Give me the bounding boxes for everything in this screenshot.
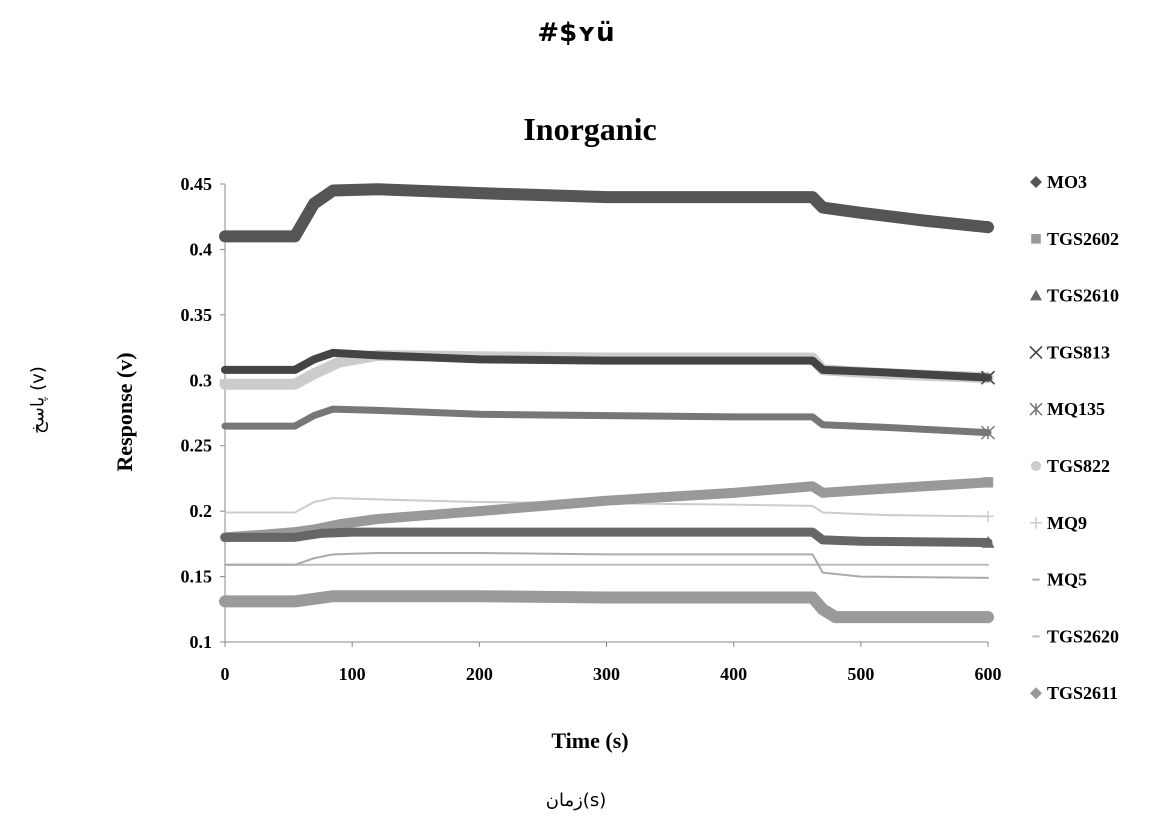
legend-label: MO3 [1047,172,1087,192]
legend-label: TGS813 [1047,342,1110,362]
y-tick-label: 0.1 [190,632,213,652]
series-line-tgs2602 [220,477,993,543]
legend-item-tgs2611: TGS2611 [1030,683,1118,703]
y-tick-label: 0.45 [181,174,213,194]
legend-item-mq5: MQ5 [1032,570,1087,590]
series-line-mq135 [221,405,992,437]
series-end-marker [981,610,995,624]
series-end-marker [980,370,996,385]
x-tick-label: 300 [593,664,620,684]
legend-label: MQ5 [1047,570,1087,590]
series-line-mq5 [224,552,989,579]
legend-label: MQ135 [1047,399,1105,419]
legend-marker [1030,516,1042,529]
legend: MO3 TGS2602 TGS2610 TGS813 MQ135 TGS822 MQ9 MQ5… [1029,172,1119,703]
legend-item-mq135: MQ135 [1029,399,1105,419]
series-line-tgs813 [221,348,992,382]
x-axis-title: Time (s) [551,728,628,753]
series-tgs813 [221,348,996,385]
garbled-header-text: #$ʏü [537,18,615,48]
x-tick-label: 600 [975,664,1002,684]
persian-x-axis-label: زمان(s) [545,790,607,811]
legend-marker [1029,345,1043,359]
series-end-marker [982,510,994,522]
legend-marker [1030,687,1042,700]
y-tick-label: 0.3 [190,370,213,390]
axes-group: 0.1 0.15 0.2 0.25 0.3 0.35 0.4 0.45 0 100 200 300 40… [181,174,1002,684]
x-tick-label: 0 [221,664,230,684]
series-mq135 [221,405,996,440]
legend-item-tgs813: TGS813 [1029,342,1110,362]
legend-marker [1030,289,1042,301]
y-tick-label: 0.4 [190,239,213,259]
legend-item-mo3: MO3 [1030,172,1087,192]
plot-area [219,183,996,624]
y-tick-label: 0.2 [190,501,213,521]
series-mo3 [219,183,995,243]
series-line-mo3 [219,183,994,243]
series-line-tgs2611 [219,590,994,624]
legend-marker [1030,460,1042,472]
series-mq5 [224,552,989,579]
x-tick-label: 400 [720,664,747,684]
legend-item-tgs2602: TGS2602 [1031,229,1119,249]
series-tgs2611 [219,590,995,624]
x-tick-label: 100 [339,664,366,684]
series-end-marker [981,220,995,234]
y-tick-label: 0.25 [181,436,213,456]
legend-marker [1031,234,1041,244]
series-end-marker [980,425,996,440]
y-tick-label: 0.15 [181,567,213,587]
x-tick-label: 500 [847,664,874,684]
legend-label: TGS2611 [1047,683,1118,703]
x-tick-label: 200 [466,664,493,684]
legend-label: TGS2620 [1047,626,1119,646]
y-tick-label: 0.35 [181,305,213,325]
chart-svg: Inorganic Time (s) Response (v) 0.10.150… [112,111,1119,753]
series-end-marker [981,536,995,548]
legend-item-tgs2610: TGS2610 [1030,286,1119,306]
legend-item-tgs2620: TGS2620 [1032,626,1119,646]
chart-title: Inorganic [523,111,656,147]
legend-label: TGS822 [1047,456,1110,476]
series-line-tgs2610 [220,527,993,548]
series-tgs2602 [220,477,994,543]
y-axis-title: Response (v) [112,352,137,471]
legend-item-tgs822: TGS822 [1030,456,1110,476]
legend-marker [1029,402,1043,416]
legend-label: MQ9 [1047,513,1087,533]
series-tgs2610 [220,527,995,548]
legend-label: TGS2610 [1047,286,1119,306]
legend-label: TGS2602 [1047,229,1119,249]
series-end-marker [982,477,994,488]
legend-item-mq9: MQ9 [1030,513,1087,533]
legend-marker [1030,176,1042,188]
